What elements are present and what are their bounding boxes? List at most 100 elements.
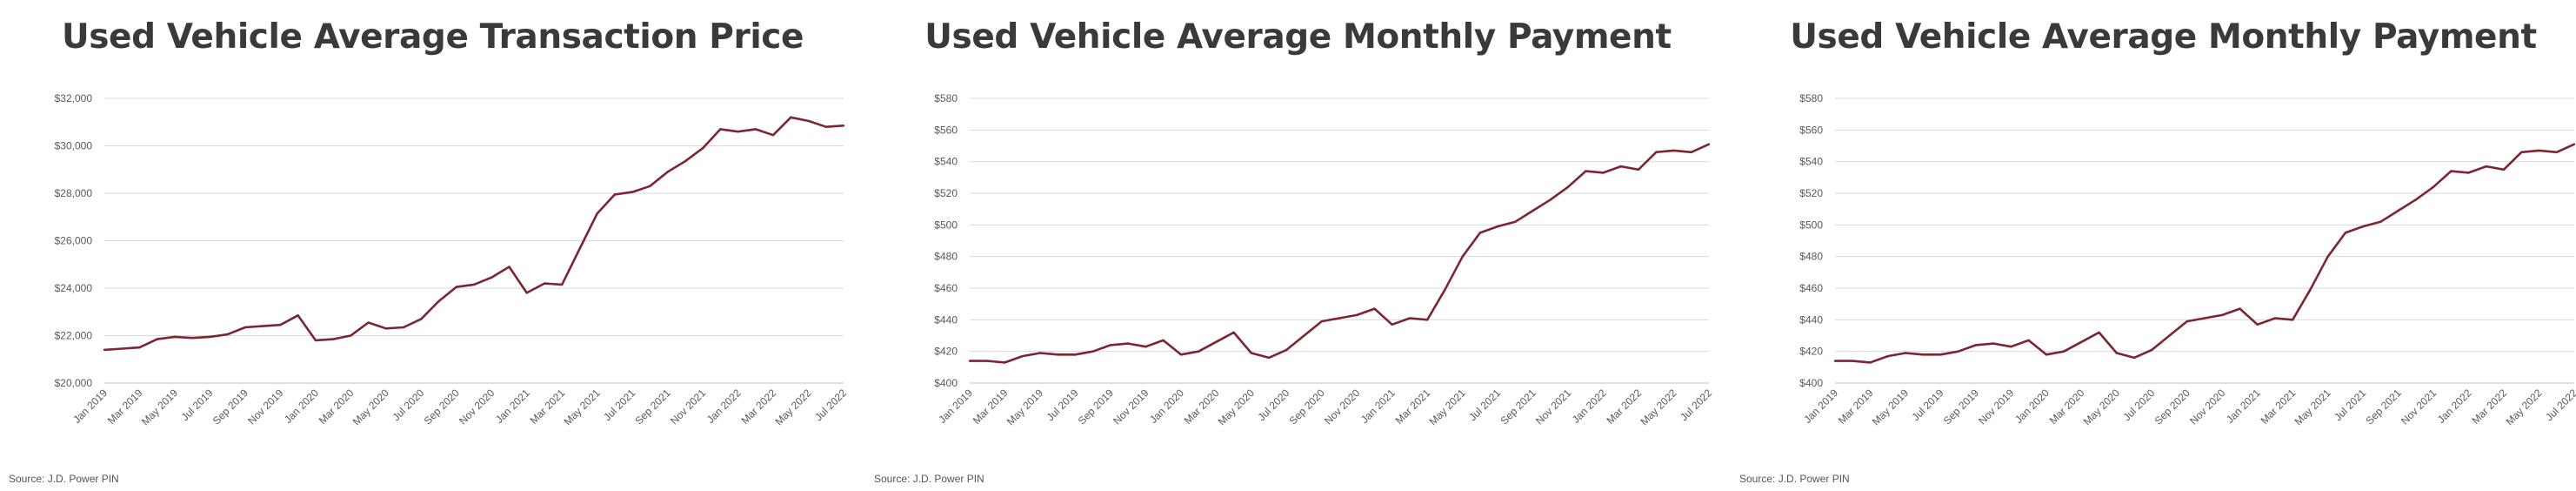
y-tick-label: $22,000 xyxy=(55,330,93,342)
data-point xyxy=(1549,198,1552,201)
data-point xyxy=(737,130,739,133)
data-point xyxy=(2502,168,2506,171)
y-tick-label: $560 xyxy=(1799,124,1823,136)
x-tick-label: Jul 2022 xyxy=(812,387,849,423)
data-point xyxy=(1886,354,1889,358)
data-point xyxy=(807,119,810,123)
y-tick-label: $440 xyxy=(934,313,958,326)
line-chart: $400 $420 $440 $460 $480 $500 $520 $540 $560 $580… xyxy=(1799,92,2576,427)
data-point xyxy=(578,247,581,251)
y-tick-label: $32,000 xyxy=(55,92,93,104)
data-point xyxy=(1672,149,1675,152)
x-tick-label: Mar 2022 xyxy=(2469,387,2509,427)
data-point xyxy=(771,134,775,137)
data-point xyxy=(1532,209,1534,212)
source-note: Source: J.D. Power PIN xyxy=(874,473,984,485)
data-point xyxy=(244,326,247,329)
data-point xyxy=(367,321,370,324)
data-point xyxy=(1074,353,1077,356)
x-tick-label: Jul 2022 xyxy=(2543,387,2576,423)
data-point xyxy=(297,314,299,317)
data-point xyxy=(1373,307,1376,310)
x-tick-label: Nov 2020 xyxy=(2187,387,2227,427)
data-point xyxy=(525,292,528,294)
data-point xyxy=(1974,344,1978,346)
series-line xyxy=(1835,143,2575,364)
data-point xyxy=(2151,348,2153,352)
chart-title: Used Vehicle Average Monthly Payment xyxy=(1790,17,2537,57)
data-point xyxy=(1267,356,1271,360)
y-tick-label: $400 xyxy=(1799,377,1823,389)
data-point xyxy=(631,191,634,193)
x-tick-label: Sep 2020 xyxy=(2152,387,2192,427)
y-tick-label: $460 xyxy=(1799,282,1823,294)
x-tick-label: Jan 2021 xyxy=(1358,387,1398,426)
data-point xyxy=(491,276,493,279)
x-tick-label: Mar 2019 xyxy=(105,387,145,427)
y-tick-label: $420 xyxy=(934,346,958,358)
y-tick-label: $520 xyxy=(934,187,958,199)
x-tick-label: Jan 2022 xyxy=(2435,387,2474,426)
x-tick-label: Jan 2020 xyxy=(1147,387,1186,426)
data-point xyxy=(2062,350,2065,353)
y-tick-label: $420 xyxy=(1799,346,1823,358)
line-chart: $400 $420 $440 $460 $480 $500 $520 $540 $560 $580… xyxy=(934,92,1714,427)
x-tick-label: Sep 2021 xyxy=(1498,387,1538,427)
x-tick-label: Mar 2022 xyxy=(738,387,778,427)
data-point xyxy=(1162,339,1165,342)
data-point xyxy=(1056,353,1059,356)
x-tick-label: Nov 2019 xyxy=(245,387,285,427)
x-tick-label: Jan 2021 xyxy=(2224,387,2263,426)
data-point xyxy=(613,193,617,196)
data-point xyxy=(842,124,845,127)
x-tick-label: Jan 2020 xyxy=(282,387,321,426)
data-point xyxy=(2432,185,2435,188)
y-tick-label: $540 xyxy=(934,156,958,168)
x-tick-label: Mar 2021 xyxy=(2259,387,2299,427)
data-point xyxy=(190,337,194,340)
x-tick-label: Mar 2020 xyxy=(1182,387,1222,427)
chart-title: Used Vehicle Average Monthly Payment xyxy=(924,17,1672,57)
data-point xyxy=(1957,350,1959,353)
x-tick-label: Mar 2020 xyxy=(317,387,357,427)
data-point xyxy=(2045,353,2048,356)
data-point xyxy=(1232,331,1235,334)
data-point xyxy=(2132,356,2136,360)
data-point xyxy=(1338,317,1341,319)
data-point xyxy=(1320,319,1323,323)
data-point xyxy=(261,325,264,327)
x-tick-label: Jan 2022 xyxy=(704,387,744,426)
y-tick-label: $500 xyxy=(934,219,958,231)
x-tick-label: May 2019 xyxy=(1870,387,1911,427)
data-point xyxy=(2573,143,2576,145)
data-point xyxy=(2256,323,2259,326)
data-point xyxy=(2309,288,2312,292)
x-tick-label: Mar 2022 xyxy=(1604,387,1644,427)
y-tick-label: $30,000 xyxy=(55,140,93,152)
x-tick-label: Jan 2019 xyxy=(936,387,975,426)
data-point xyxy=(1637,168,1640,171)
x-tick-label: Nov 2020 xyxy=(457,387,497,427)
x-tick-label: May 2021 xyxy=(562,387,603,427)
y-tick-label: $540 xyxy=(1799,156,1823,168)
source-note: Source: J.D. Power PIN xyxy=(1739,473,1850,485)
data-point xyxy=(1496,225,1499,228)
data-point xyxy=(1038,352,1042,354)
x-tick-label: May 2020 xyxy=(2081,387,2122,427)
data-point xyxy=(1939,353,1942,356)
x-tick-label: Nov 2021 xyxy=(2399,387,2439,427)
x-tick-label: Jan 2021 xyxy=(493,387,532,426)
data-point xyxy=(719,128,722,131)
data-point xyxy=(754,128,757,131)
data-point xyxy=(2450,170,2453,172)
data-point xyxy=(1250,352,1253,354)
data-point xyxy=(1021,354,1024,358)
data-point xyxy=(666,171,669,173)
data-point xyxy=(2344,232,2347,234)
data-point xyxy=(1004,361,1006,364)
data-point xyxy=(156,338,158,340)
data-point xyxy=(1869,361,1872,364)
data-point xyxy=(1921,353,1925,356)
data-point xyxy=(437,299,440,303)
data-point xyxy=(1619,165,1623,168)
